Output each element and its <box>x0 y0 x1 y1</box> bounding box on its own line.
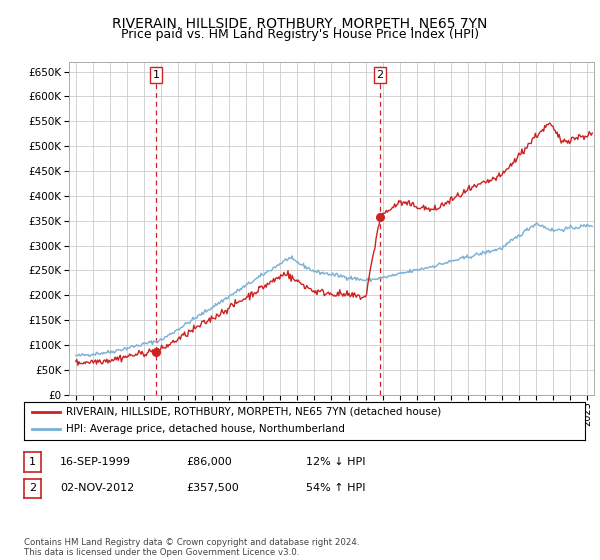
Text: 1: 1 <box>152 70 160 80</box>
Text: Contains HM Land Registry data © Crown copyright and database right 2024.
This d: Contains HM Land Registry data © Crown c… <box>24 538 359 557</box>
Text: 02-NOV-2012: 02-NOV-2012 <box>60 483 134 493</box>
Text: £86,000: £86,000 <box>186 457 232 467</box>
Text: RIVERAIN, HILLSIDE, ROTHBURY, MORPETH, NE65 7YN: RIVERAIN, HILLSIDE, ROTHBURY, MORPETH, N… <box>112 17 488 31</box>
Text: 2: 2 <box>376 70 383 80</box>
Text: 12% ↓ HPI: 12% ↓ HPI <box>306 457 365 467</box>
Text: 54% ↑ HPI: 54% ↑ HPI <box>306 483 365 493</box>
Text: 16-SEP-1999: 16-SEP-1999 <box>60 457 131 467</box>
Text: 1: 1 <box>29 457 36 467</box>
Text: Price paid vs. HM Land Registry's House Price Index (HPI): Price paid vs. HM Land Registry's House … <box>121 28 479 41</box>
Text: £357,500: £357,500 <box>186 483 239 493</box>
Text: HPI: Average price, detached house, Northumberland: HPI: Average price, detached house, Nort… <box>66 424 345 435</box>
Text: 2: 2 <box>29 483 36 493</box>
Text: RIVERAIN, HILLSIDE, ROTHBURY, MORPETH, NE65 7YN (detached house): RIVERAIN, HILLSIDE, ROTHBURY, MORPETH, N… <box>66 407 442 417</box>
